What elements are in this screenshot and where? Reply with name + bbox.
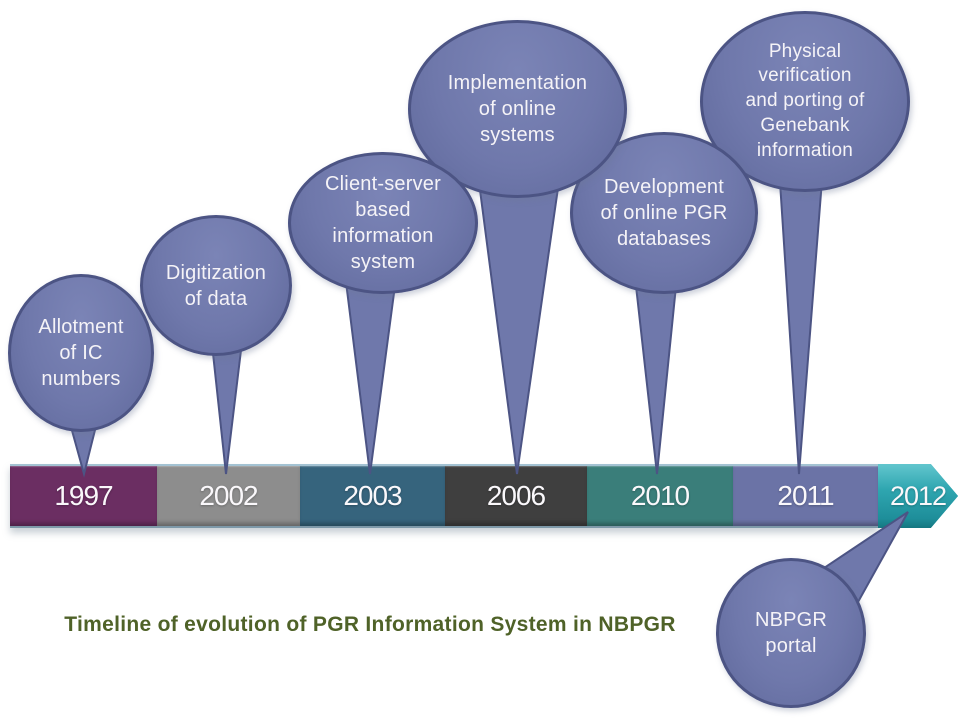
- timeline-segment-2002: 2002: [157, 466, 300, 526]
- slide-caption: Timeline of evolution of PGR Information…: [64, 613, 676, 636]
- balloon-1997: Allotment of IC numbers: [8, 274, 154, 432]
- timeline-segment-2010: 2010: [587, 466, 733, 526]
- balloon-label-2012: NBPGR portal: [754, 609, 828, 657]
- year-label-2010: 2010: [630, 480, 690, 511]
- balloon-tail-2003: [344, 276, 398, 475]
- year-label-2006: 2006: [486, 480, 546, 511]
- balloon-label-2003: Client-server based information system: [325, 173, 441, 273]
- year-label-2003: 2003: [343, 480, 402, 511]
- balloon-tail-2002: [210, 340, 244, 475]
- balloon-label-2002: Digitization of data: [165, 261, 267, 310]
- balloon-tail-2010: [634, 285, 678, 475]
- timeline-segment-2012-arrow: 2012: [878, 464, 958, 528]
- timeline-segment-2003: 2003: [300, 466, 445, 526]
- timeline-bar: 1997 2002 2003 2006 2010 2011: [10, 464, 878, 528]
- year-label-2002: 2002: [199, 480, 258, 511]
- year-label-2011: 2011: [777, 480, 834, 511]
- balloon-tail-2011: [778, 178, 824, 475]
- year-label-2012: 2012: [889, 480, 947, 511]
- timeline-segment-2011: 2011: [733, 466, 878, 526]
- balloon-tail-2006: [478, 186, 560, 475]
- timeline-segment-2006: 2006: [445, 466, 587, 526]
- year-label-1997: 1997: [54, 480, 113, 511]
- balloon-2003: Client-server based information system: [288, 152, 478, 294]
- timeline-segment-1997: 1997: [10, 466, 157, 526]
- balloon-label-1997: Allotment of IC numbers: [38, 316, 124, 390]
- balloon-label-2011: Physical verification and porting of Gen…: [745, 40, 865, 161]
- balloon-label-2010: Development of online PGR databases: [600, 176, 728, 250]
- balloon-2002: Digitization of data: [140, 215, 292, 356]
- balloon-label-2006: Implementation of online systems: [447, 72, 588, 146]
- balloon-2012-nbpgr-portal: NBPGR portal: [716, 558, 866, 708]
